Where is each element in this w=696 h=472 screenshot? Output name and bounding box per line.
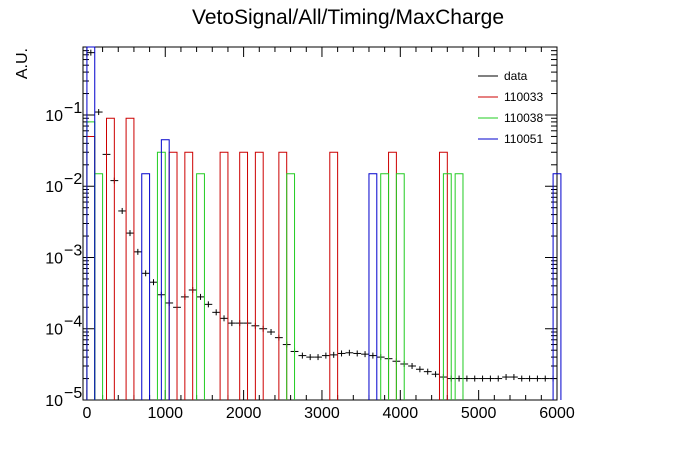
x-tick-label: 2000 [226, 405, 262, 422]
y-tick-label: 10 [45, 322, 63, 339]
y-tick-exponent: −4 [64, 314, 82, 331]
y-tick-exponent: −5 [64, 385, 82, 402]
series-110038 [86, 121, 464, 400]
histogram-bin [254, 151, 264, 400]
histogram-bin [438, 151, 448, 400]
legend-label-data: data [504, 69, 528, 83]
histogram-bin [442, 173, 452, 400]
histogram-bin [388, 151, 397, 400]
histogram-bin [552, 173, 562, 400]
x-tick-label: 1000 [147, 405, 183, 422]
y-tick-label: 10 [45, 179, 63, 196]
y-tick-label: 10 [45, 393, 63, 410]
histogram-bin [184, 151, 194, 400]
series-110051 [86, 46, 562, 400]
y-tick-exponent: −2 [64, 171, 82, 188]
histogram-bin [160, 139, 170, 400]
histogram-bin [329, 151, 339, 400]
plot-frame [82, 46, 558, 401]
legend-label-110038: 110038 [504, 111, 543, 125]
y-axis-label: A.U. [14, 48, 31, 79]
legend-label-110051: 110051 [504, 132, 543, 146]
y-tick-label: 10 [45, 250, 63, 267]
histogram-bin [106, 117, 115, 400]
x-tick-label: 6000 [539, 405, 575, 422]
y-tick-label: 10 [45, 108, 63, 125]
x-tick-label: 4000 [383, 405, 419, 422]
histogram-bin [454, 173, 464, 400]
histogram-bin [141, 173, 151, 400]
histogram-bin [368, 173, 378, 400]
y-tick-exponent: −1 [64, 100, 82, 117]
histogram-bin [278, 151, 288, 400]
legend-label-110033: 110033 [504, 90, 543, 104]
histogram-bin [125, 117, 135, 400]
histogram-bin [219, 151, 229, 400]
series-110033 [86, 117, 448, 400]
histogram-bin [380, 173, 390, 400]
histogram-bin [196, 173, 205, 400]
histogram-bin [239, 151, 249, 400]
histogram-bin [395, 173, 405, 400]
histogram-bin [94, 173, 104, 400]
x-tick-label: 0 [82, 405, 91, 422]
x-tick-label: 5000 [461, 405, 497, 422]
histogram-bin [286, 173, 296, 400]
chart-title: VetoSignal/All/Timing/MaxCharge [192, 6, 504, 29]
x-tick-label: 3000 [304, 405, 340, 422]
legend: data 110033 110038 110051 [478, 69, 543, 146]
histogram-bin [168, 151, 178, 400]
series-layer [86, 46, 562, 400]
y-tick-exponent: −3 [64, 242, 82, 259]
histogram-bin [86, 46, 96, 400]
